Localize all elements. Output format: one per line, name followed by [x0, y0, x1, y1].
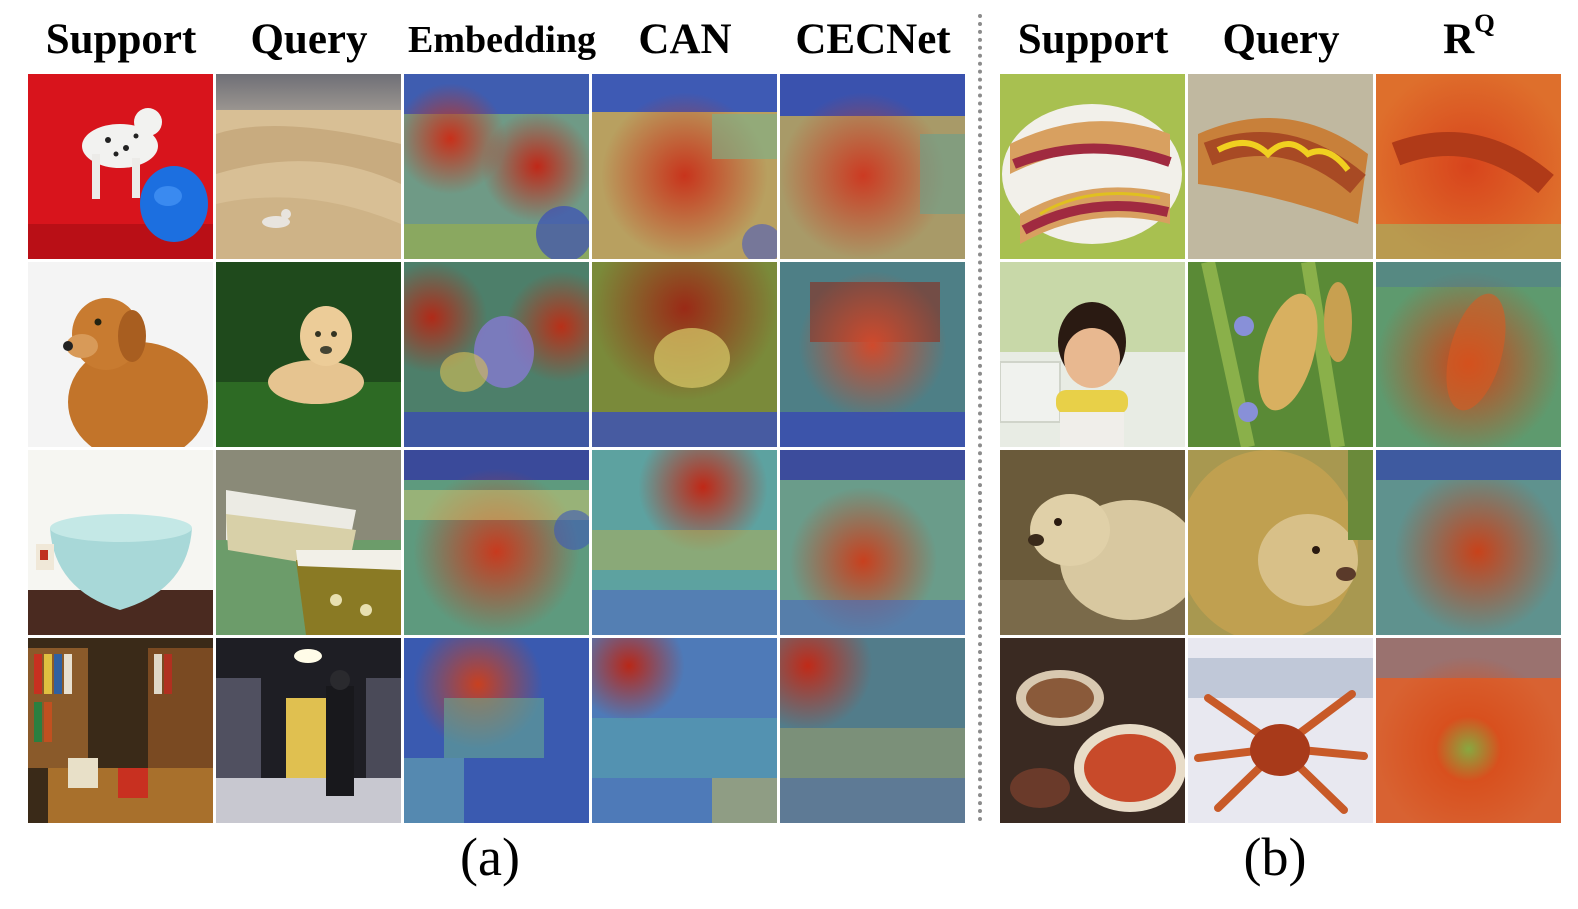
support-image-bookstore [28, 638, 213, 823]
header-support-b: Support [1017, 16, 1169, 63]
panel-divider [978, 14, 982, 822]
rq-heatmap-lion [1376, 450, 1561, 635]
rq-heatmap-crab [1376, 638, 1561, 823]
cecnet-heatmap-puppy [780, 262, 965, 447]
query-image-bookstore-aisle [216, 638, 401, 823]
embedding-heatmap-bookstore [404, 638, 589, 823]
caption-a: (a) [460, 827, 520, 887]
support-image-seafood-platter [1000, 638, 1185, 823]
header-embedding: Embedding [408, 19, 596, 61]
support-image-lioness [1000, 450, 1185, 635]
can-heatmap-casserole [592, 450, 777, 635]
header-can: CAN [638, 16, 732, 63]
header-support-a: Support [45, 16, 197, 63]
embedding-heatmap-puppy [404, 262, 589, 447]
support-image-blue-bowl [28, 450, 213, 635]
header-query-b: Query [1222, 16, 1340, 63]
caption-b: (b) [1243, 827, 1307, 887]
rq-heatmap-corn [1376, 262, 1561, 447]
cecnet-heatmap-casserole [780, 450, 965, 635]
cecnet-heatmap-dalmatian [780, 74, 965, 259]
support-image-boy-corn [1000, 262, 1185, 447]
can-heatmap-bookstore [592, 638, 777, 823]
support-image-dalmatian [28, 74, 213, 259]
query-image-casserole-dishes [216, 450, 401, 635]
cecnet-heatmap-bookstore [780, 638, 965, 823]
support-image-hot-dogs [1000, 74, 1185, 259]
support-image-golden-retriever [28, 262, 213, 447]
query-image-puppy-grass [216, 262, 401, 447]
query-image-lion-head [1188, 450, 1373, 635]
query-image-hot-dog [1188, 74, 1373, 259]
header-rq: RQ [1443, 8, 1495, 63]
embedding-heatmap-casserole [404, 450, 589, 635]
embedding-heatmap-dalmatian [404, 74, 589, 259]
header-query-a: Query [250, 16, 368, 63]
can-heatmap-puppy [592, 262, 777, 447]
query-image-corn-plants [1188, 262, 1373, 447]
query-image-king-crab [1188, 638, 1373, 823]
query-image-dalmatian-dunes [216, 74, 401, 259]
header-cecnet: CECNet [795, 16, 951, 63]
can-heatmap-dalmatian [592, 74, 777, 259]
rq-heatmap-hot-dog [1376, 74, 1561, 259]
